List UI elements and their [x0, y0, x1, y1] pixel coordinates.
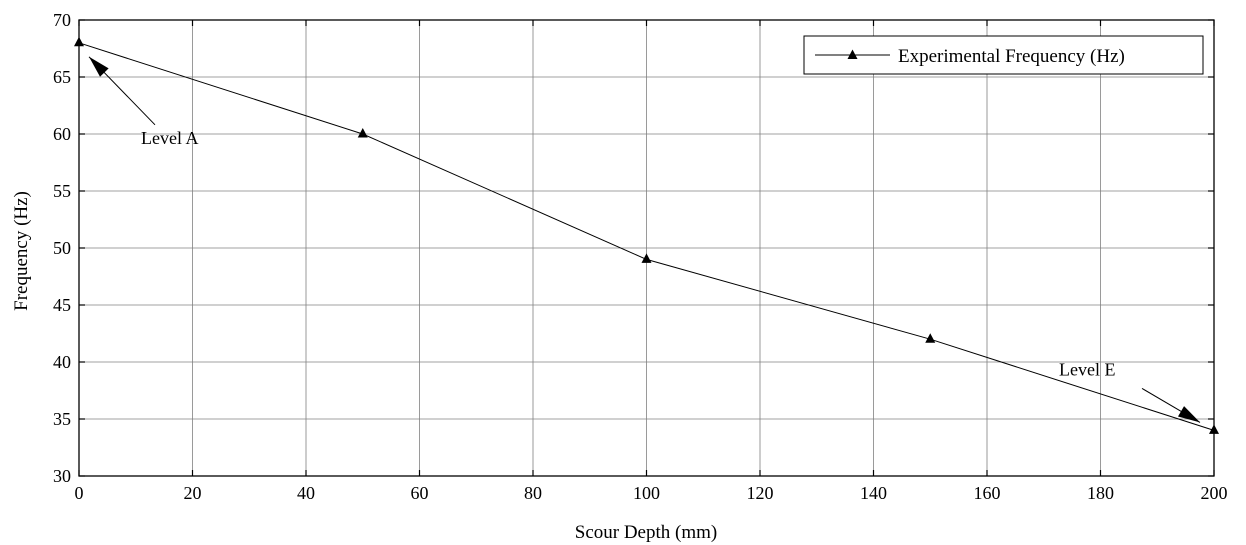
x-axis-label: Scour Depth (mm)	[575, 522, 717, 543]
y-tick-label: 65	[53, 67, 71, 87]
x-tick-label: 100	[633, 483, 660, 503]
x-tick-labels: 0 20 40 60 80 100 120 140 160 180 200	[75, 483, 1228, 503]
x-tick-label: 140	[860, 483, 887, 503]
y-tick-label: 55	[53, 181, 71, 201]
y-tick-label: 35	[53, 409, 71, 429]
grid	[78, 19, 1215, 477]
y-tick-labels: 30 35 40 45 50 55 60 65 70	[53, 10, 71, 486]
legend-entry-label: Experimental Frequency (Hz)	[898, 46, 1125, 67]
annotations-layer: Level A Level E	[88, 56, 1201, 423]
x-tick-label: 40	[297, 483, 315, 503]
annotation-label: Level E	[1059, 359, 1115, 379]
x-tick-label: 120	[747, 483, 774, 503]
x-tick-label: 180	[1087, 483, 1114, 503]
data-point-marker	[357, 128, 368, 138]
data-point-marker	[925, 333, 936, 343]
y-tick-label: 30	[53, 466, 71, 486]
legend-triangle-icon	[847, 49, 858, 59]
y-tick-label: 70	[53, 10, 71, 30]
y-tick-label: 60	[53, 124, 71, 144]
axis-ticks	[78, 19, 1215, 477]
x-tick-label: 0	[75, 483, 84, 503]
data-point-marker	[641, 253, 652, 263]
x-tick-label: 200	[1201, 483, 1228, 503]
y-tick-label: 40	[53, 352, 71, 372]
y-axis-label: Frequency (Hz)	[11, 191, 32, 311]
annotation-arrow-head	[1177, 406, 1200, 423]
x-tick-label: 20	[184, 483, 202, 503]
y-tick-label: 45	[53, 295, 71, 315]
x-tick-label: 60	[411, 483, 429, 503]
annotation-label: Level A	[141, 128, 198, 148]
legend: Experimental Frequency (Hz)	[803, 35, 1204, 75]
y-tick-label: 50	[53, 238, 71, 258]
x-tick-label: 160	[974, 483, 1001, 503]
annotation-arrow-head	[89, 56, 109, 77]
x-tick-label: 80	[524, 483, 542, 503]
plot-frame	[78, 19, 1215, 477]
